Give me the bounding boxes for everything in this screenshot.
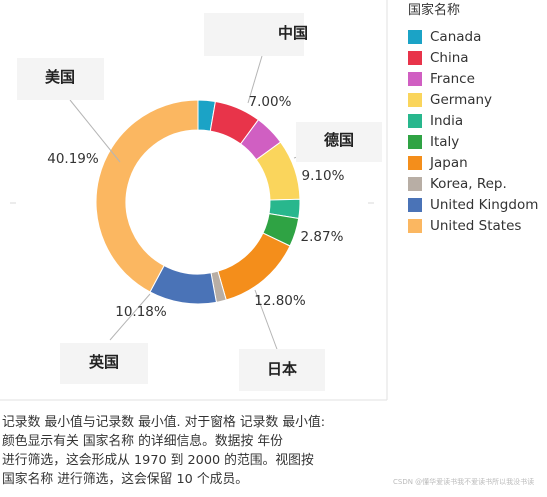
callout-label: 德国	[324, 131, 354, 149]
legend-swatch	[408, 50, 422, 65]
leader-line-usa	[69, 99, 121, 163]
leader-lines	[69, 55, 321, 361]
legend-item[interactable]: India	[408, 110, 547, 131]
slice-japan[interactable]	[217, 232, 291, 301]
callout-box	[239, 349, 325, 391]
data-label-india: 2.87%	[301, 229, 344, 245]
legend-item[interactable]: France	[408, 68, 547, 89]
slice-united-states[interactable]	[95, 99, 199, 293]
legend-label: United States	[430, 217, 522, 234]
legend-item[interactable]: Canada	[408, 26, 547, 47]
callout-usa: 美国	[17, 58, 104, 100]
callout-box	[60, 343, 148, 384]
callout-label: 英国	[89, 353, 119, 371]
legend-label: Korea, Rep.	[430, 175, 507, 192]
legend-items: Canada China France Germany India Italy Japan K…	[408, 26, 547, 236]
legend-label: China	[430, 49, 469, 66]
legend-item[interactable]: United Kingdom	[408, 194, 547, 215]
legend-label: United Kingdom	[430, 196, 539, 213]
legend-swatch	[408, 197, 422, 212]
callout-label: 美国	[45, 68, 75, 86]
caption-line: 记录数 最小值与记录数 最小值. 对于窗格 记录数 最小值:	[2, 415, 326, 430]
callout-japan: 日本	[239, 349, 325, 391]
chart-caption: 记录数 最小值与记录数 最小值. 对于窗格 记录数 最小值: 颜色显示有关 国家…	[2, 413, 387, 489]
legend-item[interactable]: Korea, Rep.	[408, 173, 547, 194]
leader-line-uk	[109, 293, 151, 341]
callout-label: 日本	[267, 360, 297, 378]
leader-line-china	[247, 55, 263, 104]
legend-label: France	[430, 70, 475, 87]
data-label-germany: 9.10%	[302, 168, 345, 184]
caption-line: 进行筛选，这会形成从 1970 到 2000 的范围。视图按	[2, 453, 314, 468]
legend-label: Germany	[430, 91, 493, 108]
legend-swatch	[408, 176, 422, 191]
legend-swatch	[408, 71, 422, 86]
legend-swatch	[408, 134, 422, 149]
legend-swatch	[408, 155, 422, 170]
data-label-uk: 10.18%	[115, 304, 167, 320]
data-label-japan: 12.80%	[254, 293, 306, 309]
donut-chart: 中国 德国 美国 英国 日本 7.00% 9.10% 2.87% 12.80% …	[0, 0, 388, 401]
legend-item[interactable]: China	[408, 47, 547, 68]
legend-item[interactable]: Italy	[408, 131, 547, 152]
legend-label: Canada	[430, 28, 482, 45]
legend-swatch	[408, 218, 422, 233]
legend-swatch	[408, 113, 422, 128]
legend-item[interactable]: Japan	[408, 152, 547, 173]
caption-line: 颜色显示有关 国家名称 的详细信息。数据按 年份	[2, 434, 283, 449]
callout-germany: 德国	[296, 122, 382, 162]
legend-title: 国家名称	[408, 3, 461, 18]
caption-line: 国家名称 进行筛选，这会保留 10 个成员。	[2, 472, 249, 487]
legend-swatch	[408, 29, 422, 44]
leader-line-japan	[254, 289, 282, 361]
legend-item[interactable]: United States	[408, 215, 547, 236]
donut-slices	[95, 99, 301, 305]
legend-swatch	[408, 92, 422, 107]
callout-box	[296, 122, 382, 162]
legend-item[interactable]: Germany	[408, 89, 547, 110]
callout-box	[17, 58, 104, 100]
data-label-china: 7.00%	[249, 94, 292, 110]
legend-label: Italy	[430, 133, 460, 150]
legend: 国家名称 Canada China France Germany India Italy J…	[408, 2, 547, 236]
data-label-usa: 40.19%	[47, 151, 99, 167]
watermark: CSDN @懂华爱读书我不爱读书所以我没书读	[393, 478, 535, 486]
legend-label: Japan	[430, 154, 468, 171]
callout-box	[204, 13, 304, 56]
callout-uk: 英国	[60, 343, 148, 384]
legend-label: India	[430, 112, 464, 129]
callout-china: 中国	[204, 13, 308, 56]
callout-label: 中国	[278, 24, 308, 42]
